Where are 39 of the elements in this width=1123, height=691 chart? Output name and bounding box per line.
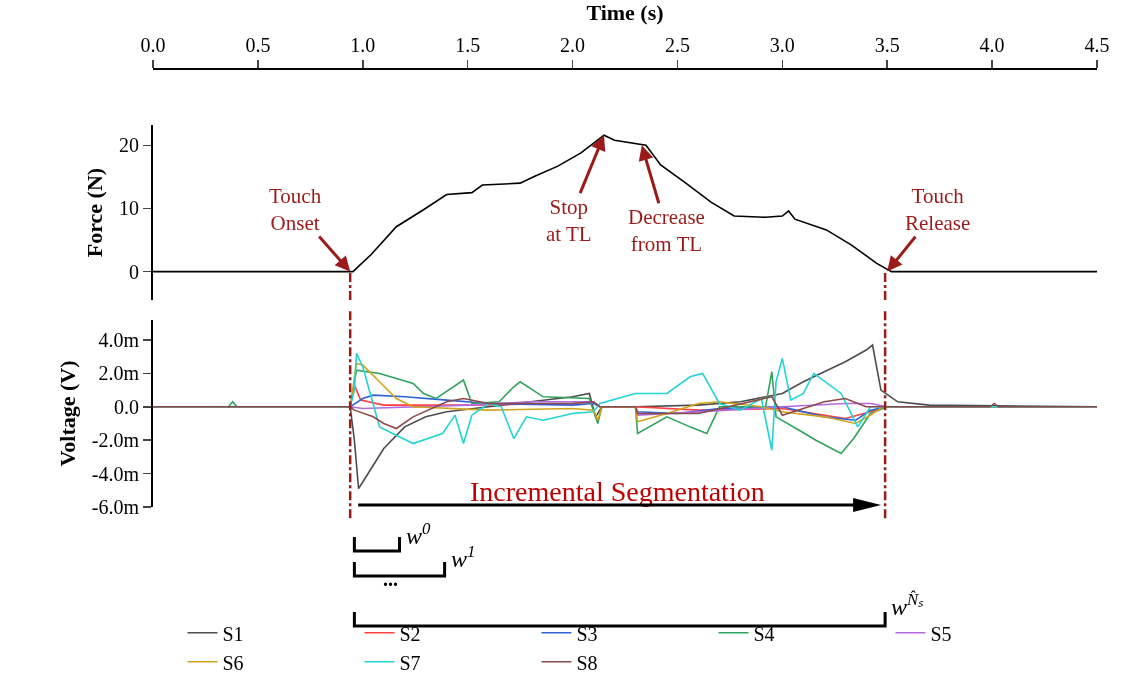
legend-label: S8 [576,651,598,674]
x-tick-label: 3.0 [769,34,795,56]
x-tick-label: 0.0 [140,34,166,56]
x-tick-label: 3.5 [874,34,900,56]
y-tick-label: 10 [119,197,139,220]
x-tick-label: 1.0 [350,34,376,56]
y-tick-label: 2.0m [98,362,140,385]
y-tick-label: -2.0m [91,429,140,452]
legend-label: S7 [399,651,421,674]
annotation: Decrease from TL [628,205,705,257]
x-tick-label: 2.5 [664,34,690,56]
x-tick-label: 1.5 [455,34,481,56]
annotation: Stop at TL [546,195,592,247]
legend-label: S3 [576,622,598,645]
text: w$^{0}$ [406,519,432,550]
legend-label: S2 [399,622,421,645]
legend-label: S4 [753,622,775,645]
x-tick-label: 4.0 [979,34,1005,56]
annotation: Incremental Segmentation [470,476,765,507]
legend-label: S6 [222,651,244,674]
y-tick-label: 0.0 [114,395,139,418]
text: ... [383,568,398,590]
x-tick-label: 0.5 [245,34,271,56]
legend-label: S5 [930,622,952,645]
annotation: Touch Onset [269,184,322,236]
x-axis-title: Time (s) [586,0,664,25]
text: w$^{N̂ₛ}$ [891,590,925,621]
annotation: Touch Release [905,184,971,236]
y-axis-title: Voltage (V) [55,360,81,467]
y-tick-label: -6.0m [91,496,140,518]
x-tick-label: 4.5 [1084,34,1110,56]
y-tick-label: 0 [129,260,139,283]
y-tick-label: 20 [119,134,139,157]
x-tick-label: 2.0 [560,34,586,56]
y-tick-label: 4.0m [98,329,140,352]
text: w$^{1}$ [451,542,476,573]
legend-label: S1 [222,622,244,645]
y-axis-title: Force (N) [82,167,108,258]
y-tick-label: -4.0m [91,462,140,485]
